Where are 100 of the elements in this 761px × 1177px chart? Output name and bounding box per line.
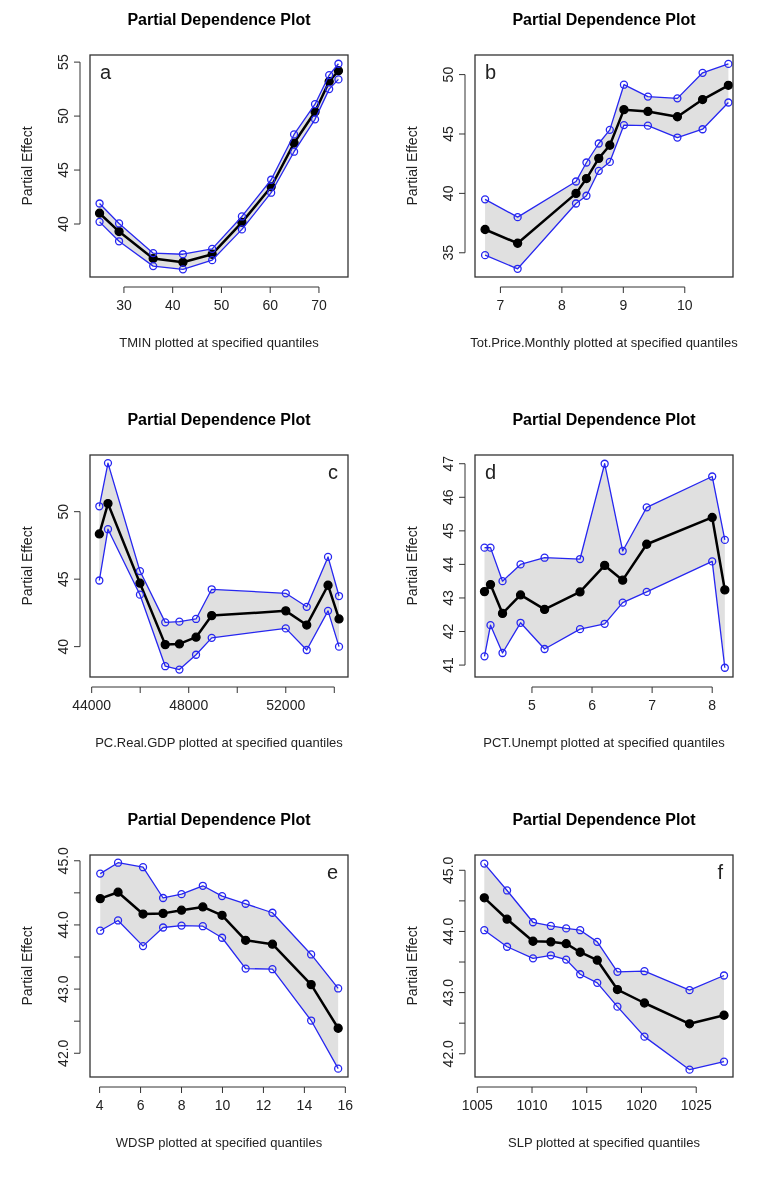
point [513, 212, 522, 222]
point [502, 914, 512, 924]
point [528, 918, 538, 927]
point [94, 208, 105, 218]
x-tick-label: 30 [116, 297, 132, 313]
annotation: a [100, 61, 112, 83]
point [241, 964, 250, 973]
x-tick-label: 1010 [516, 1097, 548, 1113]
point [480, 926, 489, 935]
point [198, 881, 207, 890]
point [161, 662, 170, 671]
x-axis-title: PC.Real.GDP plotted at specified quantiles [95, 735, 344, 750]
point [113, 858, 123, 867]
point [113, 887, 123, 897]
x-tick-label: 8 [708, 697, 717, 713]
point [593, 978, 602, 987]
x-tick-label: 60 [262, 297, 279, 313]
point [178, 265, 188, 274]
point [643, 121, 653, 130]
x-tick-label: 40 [164, 297, 181, 313]
point [594, 153, 604, 163]
point [619, 120, 629, 130]
point [582, 158, 591, 167]
point [237, 212, 247, 221]
point [642, 539, 652, 549]
point [546, 937, 556, 947]
point [562, 955, 571, 964]
point [528, 954, 538, 963]
point [593, 937, 602, 946]
point [594, 139, 603, 148]
point [613, 1002, 622, 1011]
point [281, 589, 290, 598]
point [619, 104, 629, 115]
point [113, 916, 123, 925]
point [289, 130, 299, 139]
y-tick-label: 41 [440, 657, 456, 673]
point [306, 979, 316, 990]
point [281, 606, 291, 616]
point [582, 191, 591, 200]
point [176, 905, 187, 915]
point [334, 59, 343, 68]
point [302, 645, 311, 655]
point [302, 620, 312, 630]
point [177, 889, 186, 899]
point [719, 971, 729, 980]
annotation: c [328, 461, 338, 483]
y-tick-label: 45.0 [55, 846, 71, 875]
point [708, 557, 717, 566]
point [513, 264, 522, 273]
point [613, 967, 622, 976]
x-tick-label: 50 [213, 297, 230, 313]
point [268, 965, 277, 974]
point [138, 941, 148, 951]
x-axis-title: WDSP plotted at specified quantiles [115, 1135, 323, 1150]
y-tick-label: 46 [440, 489, 456, 506]
y-axis-title: Partial Effect [404, 526, 420, 606]
point [325, 70, 334, 80]
point [618, 546, 627, 556]
point [605, 157, 614, 167]
point [267, 939, 278, 949]
point [571, 188, 581, 199]
point [575, 625, 585, 634]
point [643, 106, 653, 117]
x-axis-title: SLP plotted at specified quantiles [507, 1135, 701, 1150]
x-tick-label: 10 [676, 297, 693, 313]
point [135, 578, 145, 588]
point [103, 458, 113, 468]
annotation: d [485, 461, 497, 483]
y-tick-label: 45 [440, 522, 456, 539]
point [114, 219, 124, 228]
x-axis-title: Tot.Price.Monthly plotted at specified quantiles [470, 335, 739, 350]
x-tick-label: 14 [296, 1097, 313, 1113]
x-tick-label: 8 [177, 1097, 186, 1113]
point [267, 188, 276, 197]
point [217, 891, 227, 901]
point [94, 529, 104, 539]
y-axis-title: Partial Effect [19, 526, 35, 606]
point [724, 59, 733, 69]
point [175, 617, 184, 626]
point [698, 125, 707, 134]
point [497, 608, 508, 619]
point [605, 140, 615, 150]
chart-title: Partial Dependence Plot [127, 811, 312, 828]
point [135, 566, 145, 576]
x-tick-label: 1020 [625, 1097, 658, 1113]
point [720, 585, 730, 595]
y-tick-label: 40 [55, 638, 71, 655]
y-tick-label: 55 [55, 54, 71, 70]
x-tick-label: 70 [311, 297, 327, 313]
point [562, 924, 571, 933]
point [138, 909, 148, 919]
point [581, 173, 592, 184]
point [208, 244, 217, 253]
point [237, 225, 247, 234]
point [96, 869, 105, 878]
y-tick-label: 43 [440, 589, 456, 606]
y-axis-title: Partial Effect [19, 926, 35, 1006]
point [576, 970, 585, 979]
point [516, 560, 525, 569]
point [546, 951, 556, 960]
